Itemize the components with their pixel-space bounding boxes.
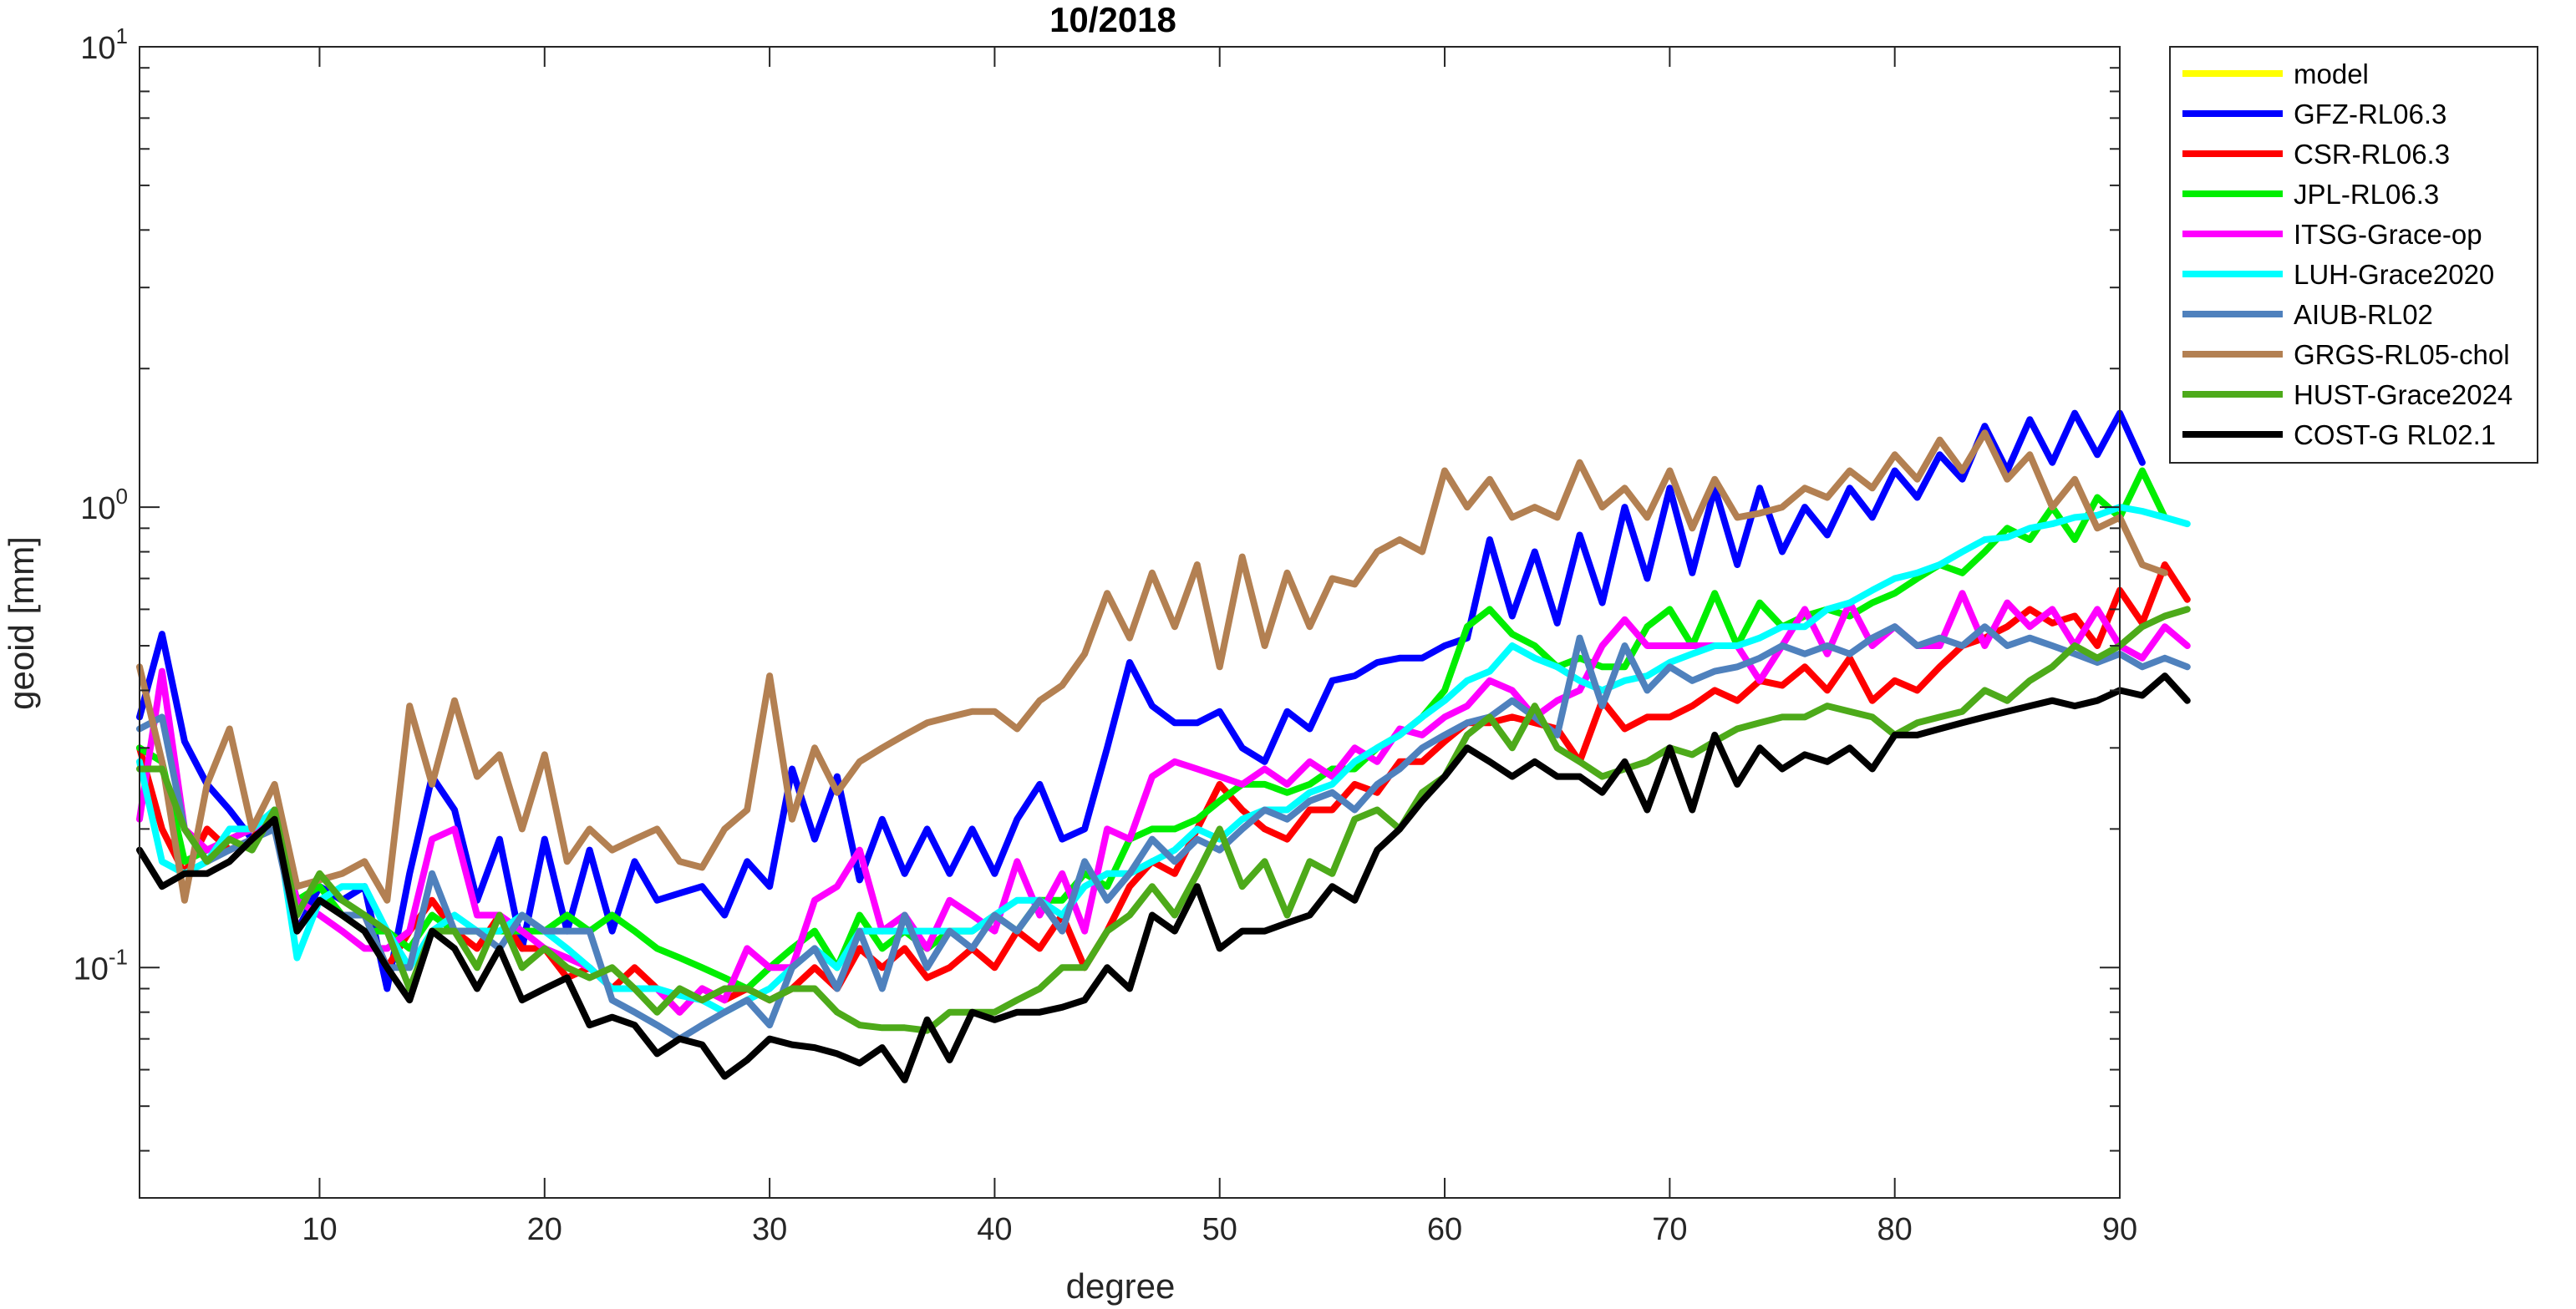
x-axis-label: degree	[1066, 1266, 1176, 1306]
y-axis-label: geoid [mm]	[2, 536, 41, 710]
series-line-6	[136, 623, 2191, 1043]
legend-label-2: CSR-RL06.3	[2294, 139, 2450, 170]
series-line-7	[136, 429, 2168, 904]
y-tick-label: 101	[80, 23, 128, 66]
legend-label-5: LUH-Grace2020	[2294, 259, 2494, 290]
legend-label-4: ITSG-Grace-op	[2294, 219, 2482, 250]
x-tick-label: 60	[1427, 1212, 1462, 1247]
legend-label-9: COST-G RL02.1	[2294, 419, 2496, 450]
x-tick-label: 90	[2102, 1212, 2137, 1247]
x-tick-label: 50	[1202, 1212, 1237, 1247]
legend-label-7: GRGS-RL05-chol	[2294, 339, 2510, 370]
legend-label-3: JPL-RL06.3	[2294, 179, 2439, 210]
plot-area	[140, 47, 2120, 1198]
legend-label-6: AIUB-RL02	[2294, 299, 2433, 330]
x-tick-label: 80	[1877, 1212, 1913, 1247]
x-tick-label: 70	[1652, 1212, 1687, 1247]
series-line-8	[136, 606, 2191, 1034]
y-axis: 10-1 100 101	[74, 23, 2120, 1152]
legend-label-0: model	[2294, 58, 2369, 89]
x-axis: 10 20 30 40 50 60 70 80 90	[302, 47, 2137, 1247]
chart-title: 10/2018	[1049, 0, 1176, 39]
x-tick-label: 10	[302, 1212, 337, 1247]
series-line-2	[136, 561, 2191, 1016]
plot-frame	[139, 46, 2121, 1199]
x-tick-label: 40	[977, 1212, 1012, 1247]
series-line-9	[136, 672, 2191, 1083]
x-tick-label: 20	[527, 1212, 562, 1247]
y-tick-label: 10-1	[74, 944, 128, 987]
series-line-4	[136, 590, 2191, 1016]
x-tick-label: 30	[752, 1212, 787, 1247]
y-tick-label: 100	[80, 484, 128, 526]
series-line-1	[136, 409, 2146, 992]
legend-label-8: HUST-Grace2024	[2294, 379, 2512, 410]
legend: model GFZ-RL06.3 CSR-RL06.3 JPL-RL06.3 ITSG-…	[2169, 46, 2538, 464]
series-layer	[136, 409, 2191, 1083]
legend-label-1: GFZ-RL06.3	[2294, 99, 2446, 129]
